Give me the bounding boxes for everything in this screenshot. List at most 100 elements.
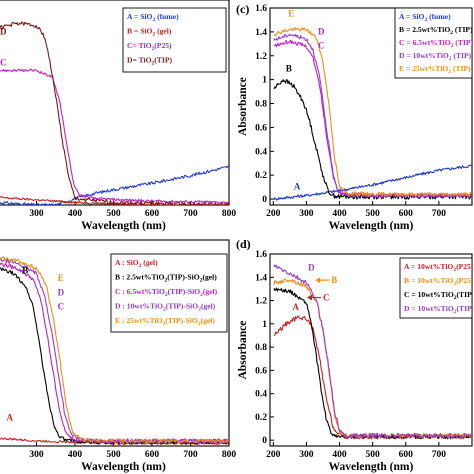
y-axis-label: Absorbance xyxy=(237,77,249,136)
series-line-a xyxy=(0,165,229,205)
series-line-d xyxy=(273,264,472,439)
y-tick-label: 1 xyxy=(262,76,267,86)
y-tick-label: 0 xyxy=(262,436,267,446)
x-tick-label: 600 xyxy=(399,209,414,219)
x-tick-label: 400 xyxy=(68,209,83,219)
x-tick-label: 600 xyxy=(145,209,160,219)
x-tick-label: 300 xyxy=(299,209,314,219)
legend-entry: E = 25wt%TiO2 (TIP) xyxy=(399,64,471,75)
curve-label-b: B xyxy=(22,265,28,275)
curve-label-e: E xyxy=(58,273,64,283)
x-tick-label: 300 xyxy=(29,450,44,460)
chart-panel-c: 200 300 400 500 600 700 0 0.2 0.4 0.6 0.8 1 1.2 1.4 1.… xyxy=(237,4,473,232)
y-axis-label: Absorbance xyxy=(237,321,249,380)
legend-box xyxy=(110,253,228,333)
curve-label-arrowhead xyxy=(306,294,312,301)
curve-label-c: C xyxy=(0,57,6,67)
x-tick-label: 200 xyxy=(266,450,281,460)
series-line-d xyxy=(273,33,472,198)
series-line-e xyxy=(273,27,472,197)
y-tick-label: 0.2 xyxy=(255,171,267,181)
x-tick-label: 700 xyxy=(183,209,198,219)
y-tick-label: 0.6 xyxy=(255,366,267,376)
curve-label-d: D xyxy=(318,26,325,36)
legend-entry: A = SiO2 (fume) xyxy=(399,12,451,23)
x-tick-label: 200 xyxy=(266,209,281,219)
x-axis-label: Wavelength (nm) xyxy=(329,461,414,473)
legend-box xyxy=(399,257,473,319)
x-axis-label: Wavelength (nm) xyxy=(329,220,414,232)
x-tick-label: 600 xyxy=(145,450,160,460)
x-tick-label: 700 xyxy=(432,450,447,460)
x-tick-label: 300 xyxy=(29,209,44,219)
y-tick-label: 1.4 xyxy=(255,273,267,283)
legend-entry: B = SiO2 (gel) xyxy=(127,27,172,38)
series-line-c xyxy=(0,68,229,204)
x-axis-label: Wavelength (nm) xyxy=(81,220,166,232)
plot-frame xyxy=(269,7,473,206)
curve-label-b: B xyxy=(331,275,337,285)
y-tick-label: 0 xyxy=(262,195,267,205)
y-tick-label: 1.4 xyxy=(255,28,267,38)
curve-label-d: D xyxy=(308,262,315,272)
curve-label-a: A xyxy=(6,412,13,422)
curve-label-a: A xyxy=(294,181,301,191)
chart-panel-b: 300 400 500 600 700 800 Wavelength (nm) B EDC A A … xyxy=(0,239,237,473)
x-tick-label: 400 xyxy=(332,209,347,219)
legend-entry: C = 6.5wt%TiO2 (TIP) xyxy=(399,38,473,49)
legend-entry: A = SiO2 (fume) xyxy=(127,12,179,23)
y-tick-label: 1.6 xyxy=(255,4,267,14)
curve-label-b: B xyxy=(286,63,292,73)
curve-label-e: E xyxy=(288,8,294,18)
y-tick-label: 0.2 xyxy=(255,413,267,423)
chart-panel-a: 300 400 500 600 700 800 Wavelength (nm) D C A = S… xyxy=(0,0,236,232)
series-line-a xyxy=(273,164,472,201)
panel-letter-c: (c) xyxy=(236,2,249,16)
curve-label-c: C xyxy=(318,41,325,51)
series-line-d xyxy=(0,21,229,205)
x-tick-label: 700 xyxy=(183,450,198,460)
plot-frame xyxy=(269,253,473,447)
y-tick-label: 1 xyxy=(262,320,267,330)
series-line-a xyxy=(273,315,472,440)
y-tick-label: 0.8 xyxy=(255,343,267,353)
series-line-e xyxy=(0,256,229,444)
legend-entry: A : SiO2 (gel) xyxy=(115,258,158,269)
y-tick-label: 1.6 xyxy=(255,250,267,260)
x-tick-label: 400 xyxy=(332,450,347,460)
legend-entry: B = 2.5wt%TiO2 (TIP) xyxy=(399,25,473,36)
legend-entry: D = 10wt%TiO2(TIP xyxy=(404,304,472,315)
legend-entry: A = 10wt%TiO2(P25 xyxy=(404,262,471,273)
x-tick-label: 700 xyxy=(432,209,447,219)
x-tick-label: 500 xyxy=(106,450,121,460)
curve-label-d: D xyxy=(58,287,65,297)
legend-entry: C = 10wt%TiO2(TIP xyxy=(404,290,472,301)
x-tick-label: 500 xyxy=(366,450,381,460)
curve-label-arrowhead xyxy=(315,277,321,284)
legend-entry: B = 10wt%TiO2(P25 xyxy=(404,276,471,287)
legend-entry: D : 10wt%TiO2(TIP)-SiO2(gel) xyxy=(115,302,216,313)
y-tick-label: 0.4 xyxy=(255,390,267,400)
x-tick-label: 800 xyxy=(222,209,237,219)
x-axis-label: Wavelength (nm) xyxy=(81,461,166,473)
panel-letter-d: (d) xyxy=(236,237,251,251)
y-tick-label: 0.8 xyxy=(255,100,267,110)
x-tick-label: 800 xyxy=(222,450,237,460)
x-tick-label: 600 xyxy=(399,450,414,460)
chart-panel-d: 200 300 400 500 600 700 0 0.2 0.4 0.6 0.8 1 1.2 1.4 1.… xyxy=(237,250,473,473)
x-tick-label: 300 xyxy=(299,450,314,460)
x-tick-label: 400 xyxy=(68,450,83,460)
legend-entry: E : 25wt%TiO2(TIP)-SiO2(gel) xyxy=(115,316,215,327)
legend-entry: B : 2.5wt%TiO2(TIP)-SiO2(gel) xyxy=(115,273,217,284)
x-tick-label: 500 xyxy=(366,209,381,219)
legend-entry: C : 6.5wt%TiO2(TIP)-SiO2(gel) xyxy=(115,287,218,298)
y-tick-label: 1.2 xyxy=(255,52,267,62)
legend-entry: D= TiO2(TIP) xyxy=(127,56,172,67)
curve-label-c: C xyxy=(58,302,65,312)
legend-entry: D = 10wt%TiO2 (TIP) xyxy=(399,51,472,62)
legend-box xyxy=(394,7,473,79)
y-tick-label: 0.4 xyxy=(255,147,267,157)
curve-label-d: D xyxy=(0,27,7,37)
series-line-b xyxy=(273,79,472,200)
